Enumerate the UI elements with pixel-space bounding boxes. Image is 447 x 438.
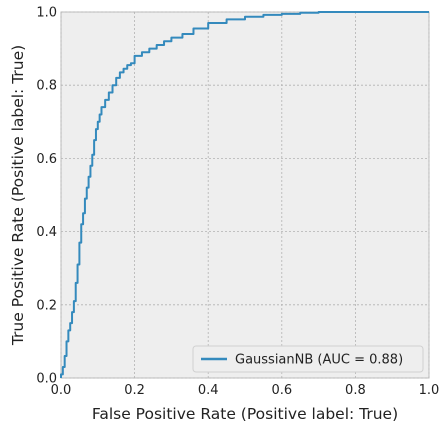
- x-axis-label: False Positive Rate (Positive label: Tru…: [92, 405, 398, 423]
- x-tick-label: 0.6: [271, 383, 292, 398]
- x-tick-label: 0.0: [51, 383, 72, 398]
- legend-label: GaussianNB (AUC = 0.88): [235, 353, 403, 368]
- grid: [60, 11, 430, 379]
- x-tick-label: 0.2: [124, 383, 145, 398]
- y-tick-label: 0.2: [36, 298, 57, 313]
- x-tick-label: 1.0: [419, 383, 440, 398]
- plot-area: [60, 11, 430, 379]
- y-tick-label: 0.8: [36, 79, 57, 94]
- series-layer: [60, 11, 429, 378]
- legend-box: [192, 345, 424, 373]
- y-tick-label: 0.6: [36, 152, 57, 167]
- y-tick-label: 0.4: [36, 225, 57, 240]
- y-tick-label: 1.0: [36, 6, 57, 21]
- roc-curve-line: [60, 11, 429, 378]
- y-axis-label: True Positive Rate (Positive label: True…: [9, 45, 27, 346]
- legend: GaussianNB (AUC = 0.88): [192, 345, 424, 373]
- x-tick-label: 0.4: [198, 383, 219, 398]
- x-tick-label: 0.8: [345, 383, 366, 398]
- tick-labels: 0.0 0.2 0.4 0.6 0.8 1.0 0.0 0.2 0.4 0.6 0.8 1.0: [36, 6, 439, 399]
- y-tick-label: 0.0: [36, 372, 57, 387]
